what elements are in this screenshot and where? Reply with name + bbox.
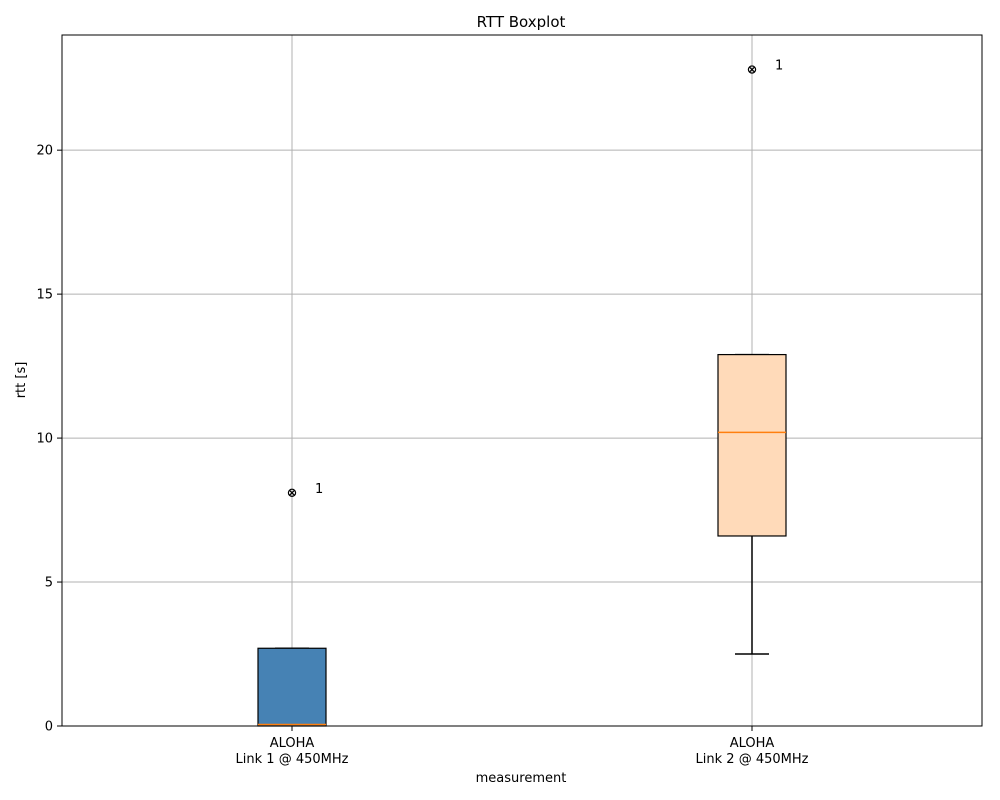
y-tick-label: 15 <box>36 288 53 303</box>
y-axis-label: rtt [s] <box>14 362 29 399</box>
x-tick-label: ALOHA <box>730 736 775 751</box>
y-tick-label: 0 <box>45 720 53 735</box>
outlier-marker <box>747 65 757 74</box>
box-iqr <box>717 353 787 537</box>
outlier-cross <box>749 66 755 73</box>
outlier-annotation: 1 <box>315 482 323 497</box>
x-tick-label: Link 2 @ 450MHz <box>696 752 809 767</box>
outlier-marker <box>287 488 297 497</box>
x-tick-label: ALOHA <box>270 736 315 751</box>
x-axis-label: measurement <box>476 771 567 786</box>
y-tick-label: 10 <box>36 432 53 447</box>
y-tick-label: 5 <box>45 576 53 591</box>
chart-title: RTT Boxplot <box>477 13 566 31</box>
plot-frame <box>61 34 983 727</box>
outlier-cross <box>289 489 295 496</box>
outlier-annotation: 1 <box>775 59 783 74</box>
box-iqr <box>257 647 327 727</box>
x-tick-label: Link 1 @ 450MHz <box>236 752 349 767</box>
y-tick-label: 20 <box>36 144 53 159</box>
